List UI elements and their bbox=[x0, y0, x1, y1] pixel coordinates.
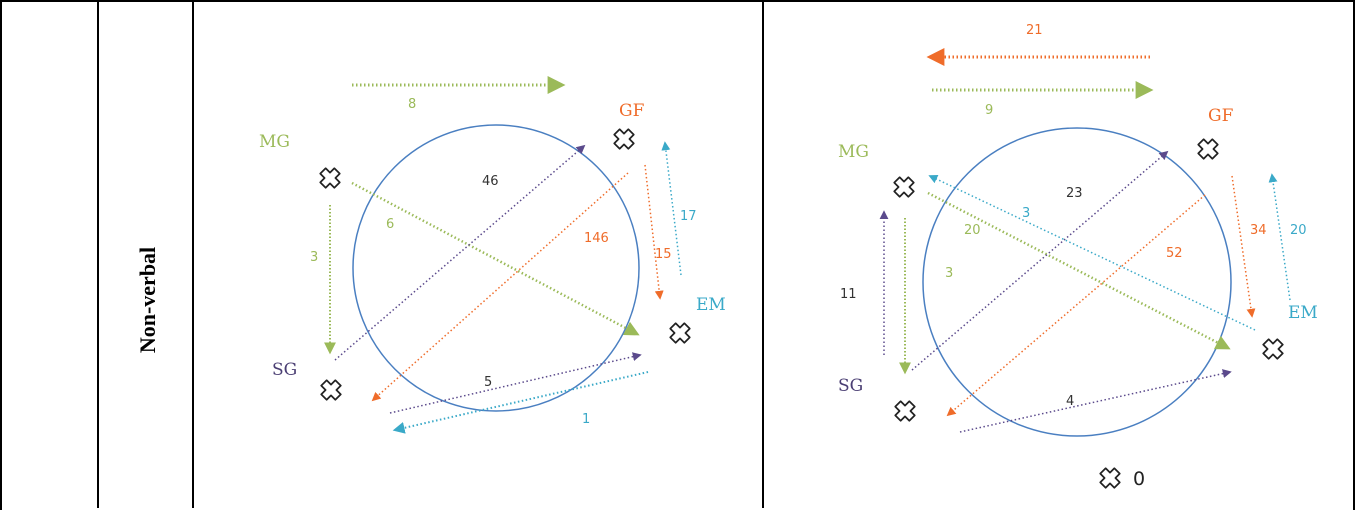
node-mg-icon bbox=[319, 167, 341, 189]
arrow-em-gf bbox=[1268, 173, 1291, 301]
count-23: 23 bbox=[1066, 186, 1083, 201]
arrow-mg-em bbox=[351, 181, 640, 336]
node-mg-icon bbox=[893, 176, 915, 198]
left-diagram: MG GF EM SG 8 46 6 146 15 17 3 5 1 bbox=[259, 76, 726, 434]
arrow-sg-em bbox=[959, 369, 1232, 433]
right-diagram: MG GF EM SG 0 21 9 23 3 20 52 34 20 3 11… bbox=[838, 23, 1318, 490]
node-extra-icon bbox=[1099, 467, 1121, 489]
left-circle bbox=[352, 124, 640, 412]
arrow-mg-em bbox=[927, 191, 1231, 350]
label-mg: MG bbox=[838, 142, 869, 162]
count-3-teal: 3 bbox=[1022, 206, 1030, 221]
count-11: 11 bbox=[840, 287, 857, 302]
count-1: 1 bbox=[582, 412, 590, 427]
count-146: 146 bbox=[584, 231, 609, 246]
arrow-gf-em bbox=[1231, 175, 1256, 318]
extra-node-value: 0 bbox=[1133, 468, 1145, 490]
label-sg: SG bbox=[838, 376, 863, 396]
label-gf: GF bbox=[1208, 106, 1234, 126]
node-sg-icon bbox=[320, 379, 342, 401]
node-em-icon bbox=[669, 322, 691, 344]
node-gf-icon bbox=[1197, 138, 1219, 160]
label-sg: SG bbox=[272, 360, 297, 380]
count-3-green: 3 bbox=[945, 266, 953, 281]
count-8: 8 bbox=[408, 97, 416, 112]
node-gf-icon bbox=[613, 128, 635, 150]
count-17: 17 bbox=[680, 209, 697, 224]
count-21: 21 bbox=[1026, 23, 1043, 38]
label-em: EM bbox=[696, 295, 726, 315]
right-circle bbox=[922, 127, 1232, 437]
count-34: 34 bbox=[1250, 223, 1267, 238]
count-4: 4 bbox=[1066, 394, 1074, 409]
count-15: 15 bbox=[655, 247, 672, 262]
count-20-green: 20 bbox=[964, 223, 981, 238]
arrow-gf-em bbox=[644, 164, 664, 300]
arrow-em-sg bbox=[392, 371, 649, 434]
count-46: 46 bbox=[482, 174, 499, 189]
node-em-icon bbox=[1262, 338, 1284, 360]
count-3: 3 bbox=[310, 250, 318, 265]
node-sg-icon bbox=[894, 400, 916, 422]
count-20-teal: 20 bbox=[1290, 223, 1307, 238]
arrow-sg-em bbox=[389, 352, 642, 414]
label-em: EM bbox=[1288, 303, 1318, 323]
count-5: 5 bbox=[484, 375, 492, 390]
count-9: 9 bbox=[985, 103, 993, 118]
count-6: 6 bbox=[386, 217, 394, 232]
label-column bbox=[97, 0, 194, 508]
arrow-gf-sg bbox=[371, 172, 629, 402]
arrow-gf-sg bbox=[946, 194, 1206, 417]
count-52: 52 bbox=[1166, 246, 1183, 261]
left-diagram-cell bbox=[192, 0, 764, 508]
arrow-sg-gf bbox=[334, 144, 586, 361]
label-mg: MG bbox=[259, 132, 290, 152]
right-diagram-cell bbox=[762, 0, 1355, 508]
label-gf: GF bbox=[619, 101, 645, 121]
